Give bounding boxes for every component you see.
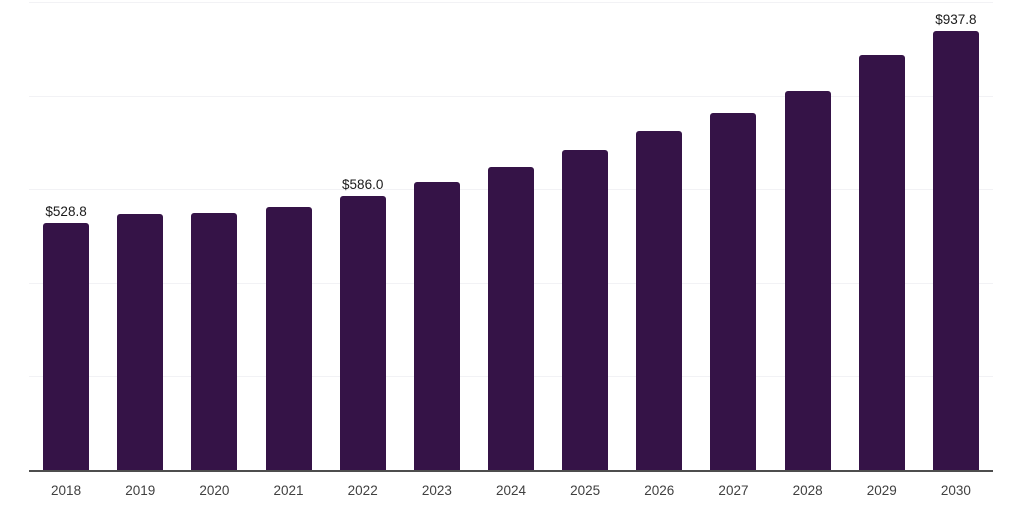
bar-2024 xyxy=(488,167,534,470)
bar-2023 xyxy=(413,182,460,470)
data-label-2018: $528.8 xyxy=(45,203,87,219)
gridline-1000 xyxy=(29,2,993,3)
bar-2028 xyxy=(784,90,831,470)
plot-area: $528.8 $586.0 $937.8 xyxy=(29,0,993,470)
gridline-800 xyxy=(29,95,993,97)
bar-2018 xyxy=(43,222,90,470)
data-label-2030: $937.8 xyxy=(935,12,977,28)
x-tick-2027: 2027 xyxy=(718,483,749,498)
bar-2021 xyxy=(265,207,312,470)
bar-2029 xyxy=(858,55,905,470)
x-tick-2019: 2019 xyxy=(125,483,156,498)
x-tick-2021: 2021 xyxy=(273,483,304,498)
data-label-2022: $586.0 xyxy=(342,176,384,192)
x-tick-2028: 2028 xyxy=(792,483,823,498)
bar-2027 xyxy=(710,112,757,470)
x-tick-2029: 2029 xyxy=(866,483,897,498)
x-axis-line xyxy=(29,470,993,472)
x-tick-2022: 2022 xyxy=(347,483,378,498)
bar-2020 xyxy=(191,213,238,470)
bar-2025 xyxy=(562,150,609,470)
x-axis-tick-labels: 2018 2019 2020 2021 2022 2023 2024 2025 2026 2027… xyxy=(29,483,993,503)
x-tick-2026: 2026 xyxy=(644,483,675,498)
x-tick-2020: 2020 xyxy=(199,483,230,498)
bar-2030 xyxy=(932,31,979,470)
x-tick-2018: 2018 xyxy=(51,483,82,498)
bar-2022 xyxy=(339,195,386,470)
bar-2026 xyxy=(636,131,683,470)
x-tick-2023: 2023 xyxy=(421,483,452,498)
x-tick-2025: 2025 xyxy=(570,483,601,498)
x-tick-2024: 2024 xyxy=(495,483,527,498)
bar-2019 xyxy=(117,214,164,470)
x-tick-2030: 2030 xyxy=(940,483,971,498)
